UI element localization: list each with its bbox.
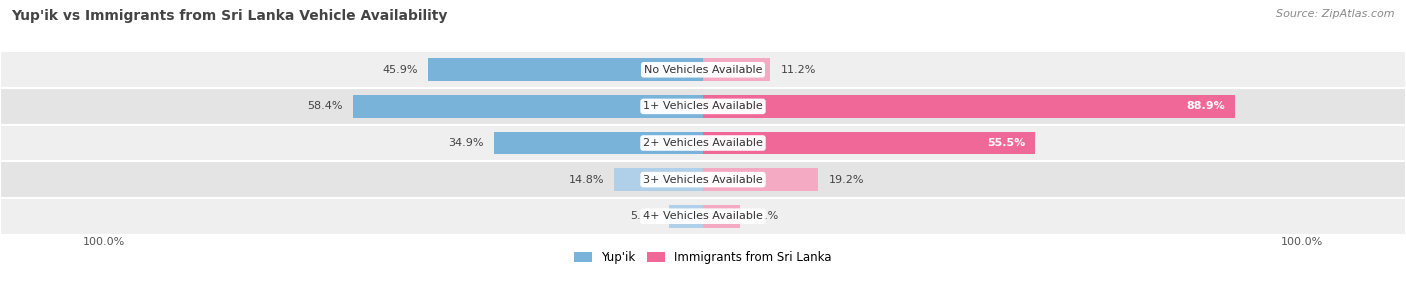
Text: Yup'ik vs Immigrants from Sri Lanka Vehicle Availability: Yup'ik vs Immigrants from Sri Lanka Vehi…	[11, 9, 447, 23]
Bar	[703, 205, 740, 228]
Bar	[703, 168, 818, 191]
Bar	[669, 205, 703, 228]
Bar	[0, 88, 1406, 125]
Text: 2+ Vehicles Available: 2+ Vehicles Available	[643, 138, 763, 148]
Text: 6.1%: 6.1%	[749, 211, 778, 221]
Bar	[0, 51, 1406, 88]
Bar	[614, 168, 703, 191]
Bar	[0, 161, 1406, 198]
Text: 5.7%: 5.7%	[630, 211, 658, 221]
Text: 19.2%: 19.2%	[828, 175, 863, 184]
Bar	[703, 58, 770, 81]
Text: 88.9%: 88.9%	[1187, 102, 1225, 111]
Bar	[0, 198, 1406, 235]
Text: 14.8%: 14.8%	[568, 175, 605, 184]
Bar	[429, 58, 703, 81]
Text: 34.9%: 34.9%	[449, 138, 484, 148]
Bar	[0, 125, 1406, 161]
Bar	[353, 95, 703, 118]
Text: No Vehicles Available: No Vehicles Available	[644, 65, 762, 75]
Text: 45.9%: 45.9%	[382, 65, 418, 75]
Bar	[494, 132, 703, 154]
Bar	[703, 95, 1236, 118]
Legend: Yup'ik, Immigrants from Sri Lanka: Yup'ik, Immigrants from Sri Lanka	[569, 247, 837, 269]
Text: 11.2%: 11.2%	[780, 65, 815, 75]
Text: 58.4%: 58.4%	[308, 102, 343, 111]
Text: 4+ Vehicles Available: 4+ Vehicles Available	[643, 211, 763, 221]
Text: 3+ Vehicles Available: 3+ Vehicles Available	[643, 175, 763, 184]
Text: 1+ Vehicles Available: 1+ Vehicles Available	[643, 102, 763, 111]
Bar	[703, 132, 1035, 154]
Text: 55.5%: 55.5%	[987, 138, 1025, 148]
Text: Source: ZipAtlas.com: Source: ZipAtlas.com	[1277, 9, 1395, 19]
